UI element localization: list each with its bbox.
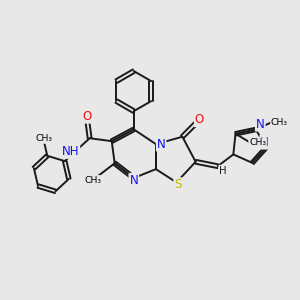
Text: N: N — [157, 138, 166, 151]
Text: H: H — [219, 166, 227, 176]
Text: N: N — [129, 174, 138, 187]
Text: S: S — [174, 178, 182, 191]
Text: CH₃: CH₃ — [84, 176, 101, 185]
Text: N: N — [256, 118, 265, 130]
Text: CH₃: CH₃ — [271, 118, 288, 127]
Text: CH₃: CH₃ — [249, 138, 266, 147]
Text: CH₃: CH₃ — [35, 134, 52, 143]
Text: NH: NH — [62, 145, 79, 158]
Text: N: N — [260, 136, 269, 148]
Text: O: O — [195, 113, 204, 126]
Text: O: O — [82, 110, 91, 123]
